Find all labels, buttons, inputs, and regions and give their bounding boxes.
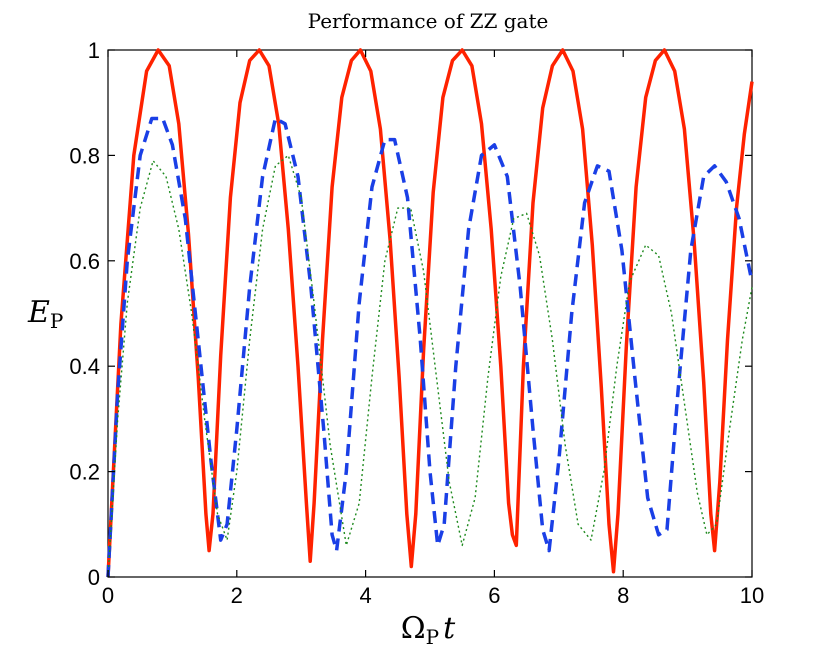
y-tick-label-4: 0.8 bbox=[69, 143, 100, 168]
x-axis-label-sub: P bbox=[426, 625, 439, 649]
y-tick-label-3: 0.6 bbox=[69, 249, 100, 274]
y-axis-label-main: E bbox=[27, 295, 50, 330]
y-tick-labels: 0 0.2 0.4 0.6 0.8 1 bbox=[69, 38, 100, 590]
x-tick-label-2: 4 bbox=[359, 583, 371, 608]
series-line-dashed bbox=[106, 116, 754, 578]
x-tick-label-0: 0 bbox=[102, 583, 114, 608]
x-tick-labels: 0 2 4 6 8 10 bbox=[102, 583, 764, 608]
series-line-solid bbox=[106, 48, 754, 578]
x-axis-label: ΩP t bbox=[401, 611, 456, 649]
y-axis-label: EP bbox=[27, 295, 63, 333]
chart-title: Performance of ZZ gate bbox=[308, 9, 549, 33]
y-axis-label-sub: P bbox=[50, 309, 63, 333]
x-tick-label-4: 8 bbox=[617, 583, 629, 608]
series-layer bbox=[106, 48, 754, 578]
y-tick-label-0: 0 bbox=[88, 565, 100, 590]
x-axis-label-main: Ω bbox=[401, 611, 426, 646]
x-tick-label-5: 10 bbox=[740, 583, 764, 608]
y-tick-label-5: 1 bbox=[88, 38, 100, 63]
y-tick-label-2: 0.4 bbox=[69, 354, 100, 379]
x-tick-label-1: 2 bbox=[231, 583, 243, 608]
y-tick-label-1: 0.2 bbox=[69, 460, 100, 485]
x-axis-label-var: t bbox=[443, 611, 456, 646]
plot-area bbox=[106, 48, 754, 578]
series-line-dotted bbox=[107, 154, 753, 578]
tick-marks bbox=[107, 49, 753, 578]
x-tick-label-3: 6 bbox=[488, 583, 500, 608]
